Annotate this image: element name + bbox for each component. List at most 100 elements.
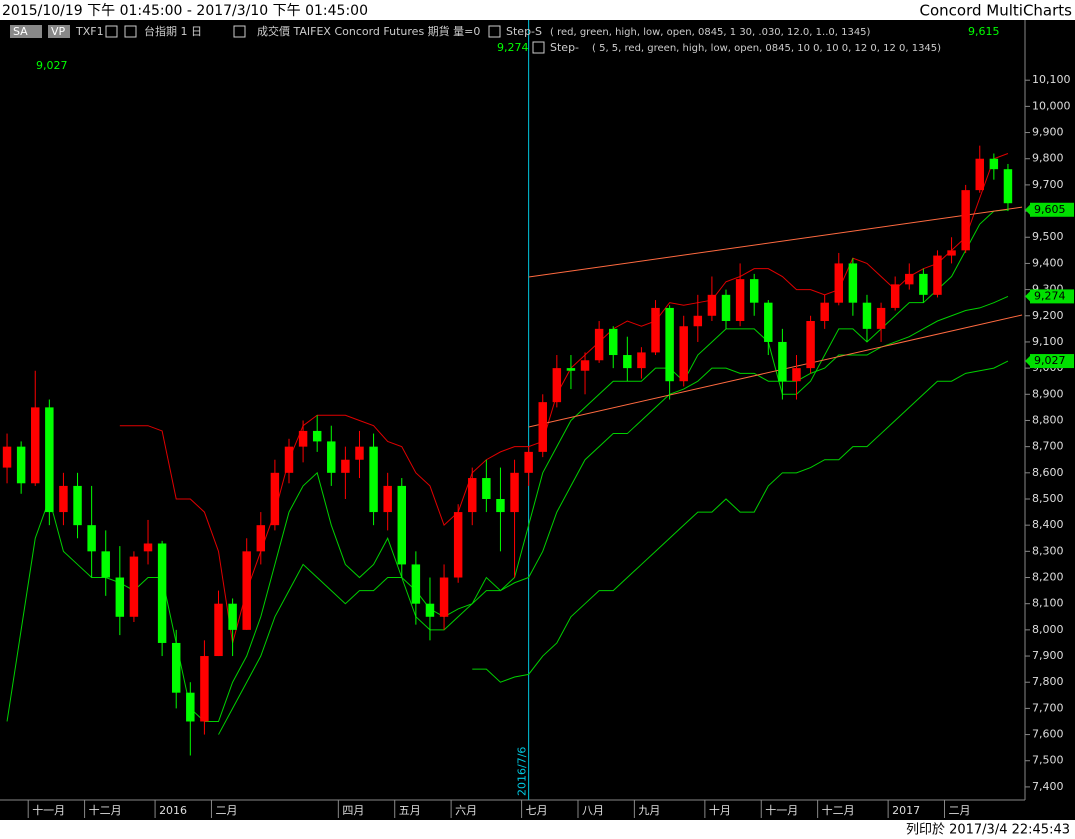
x-tick-label: 2017 — [892, 804, 920, 817]
candle-body — [538, 402, 547, 452]
candle-body — [933, 255, 942, 295]
x-tick-label: 六月 — [455, 804, 477, 817]
candle-body — [735, 279, 745, 322]
x-tick-label: 九月 — [638, 804, 660, 817]
y-tick-label: 9,400 — [1032, 256, 1064, 269]
indicator-value: 9,615 — [968, 25, 1000, 38]
candle-body — [651, 307, 660, 353]
candle-body — [31, 407, 40, 484]
candle-body — [848, 263, 858, 303]
price-label-box — [1030, 202, 1074, 217]
y-tick-label: 9,500 — [1032, 230, 1064, 243]
candle-body — [87, 525, 96, 552]
y-tick-label: 8,200 — [1032, 571, 1064, 584]
candle-body — [552, 368, 562, 403]
toolbar-text: ( red, green, high, low, open, 0845, 1 3… — [550, 27, 871, 38]
candle-body — [270, 472, 280, 526]
candle-body — [566, 368, 576, 371]
toolbar-text: 台指期 1 日 — [144, 24, 202, 38]
x-tick-label: 十一月 — [765, 803, 798, 817]
candle-body — [383, 485, 392, 513]
toggle[interactable] — [124, 25, 137, 38]
header-title: 2015/10/19 下午 01:45:00 - 2017/3/10 下午 01… — [2, 3, 368, 19]
toolbar-text: SA — [13, 25, 28, 38]
price-label: 9,027 — [1034, 354, 1066, 367]
indicator-value: 9,274 — [497, 41, 529, 54]
candle-body — [228, 603, 237, 630]
candle-body — [947, 250, 956, 256]
button[interactable] — [10, 25, 42, 38]
y-tick-label: 7,400 — [1032, 780, 1064, 793]
date-marker-label: 2016/7/6 — [516, 747, 529, 796]
x-tick-label: 七月 — [526, 804, 548, 817]
y-tick-label: 9,100 — [1032, 335, 1064, 348]
title-bar — [0, 0, 1075, 20]
toggle[interactable] — [105, 25, 118, 38]
candle-body — [453, 512, 463, 578]
candle-body — [129, 556, 139, 617]
candle-body — [764, 302, 773, 342]
y-tick-label: 8,300 — [1032, 544, 1064, 557]
x-tick-label: 十一月 — [32, 803, 65, 817]
print-time: 列印於 2017/3/4 22:45:43 — [906, 822, 1070, 838]
toolbar-text: 成交價 TAIFEX Concord Futures 期貨 量=0 — [257, 24, 480, 38]
candle-body — [637, 352, 646, 369]
candle-body — [468, 478, 477, 513]
candle-body — [961, 190, 970, 251]
candle-body — [45, 407, 54, 513]
candle-body — [397, 485, 406, 565]
button[interactable] — [48, 25, 70, 38]
x-tick-label: 2016 — [159, 804, 187, 817]
candle-body — [905, 273, 914, 285]
x-tick-label: 十月 — [709, 803, 731, 817]
toggle[interactable] — [488, 25, 501, 38]
trend-line — [528, 206, 1023, 278]
price-label-arrow — [1025, 356, 1030, 367]
candle-body — [1003, 169, 1013, 204]
y-tick-label: 7,900 — [1032, 649, 1064, 662]
x-tick-label: 二月 — [215, 804, 237, 817]
y-tick-label: 8,400 — [1032, 518, 1064, 531]
candle-body — [186, 692, 195, 722]
candle-body — [16, 446, 26, 484]
toolbar-text: Step- — [550, 41, 579, 54]
y-tick-label: 8,800 — [1032, 413, 1064, 426]
toggle[interactable] — [233, 25, 246, 38]
candle-body — [594, 328, 604, 361]
candle-body — [778, 341, 787, 382]
candle-body — [425, 603, 435, 617]
candle-body — [679, 326, 688, 382]
candle-body — [482, 478, 491, 499]
plot-bg — [0, 20, 1075, 820]
candle-body — [862, 302, 872, 329]
price-label-box — [1030, 289, 1074, 304]
indicator-line — [119, 153, 1009, 644]
trend-line — [528, 314, 1023, 428]
x-tick-label: 八月 — [582, 804, 604, 817]
x-tick-label: 五月 — [399, 804, 421, 817]
y-tick-label: 9,900 — [1032, 126, 1064, 139]
candle-body — [284, 446, 294, 473]
candle-body — [256, 525, 266, 552]
candle-body — [609, 328, 618, 356]
y-tick-label: 10,100 — [1032, 73, 1071, 86]
y-tick-label: 9,700 — [1032, 178, 1064, 191]
candle-body — [200, 656, 209, 722]
candle-body — [665, 307, 674, 382]
toolbar: SA VP TXF1 台指期 1 日 成交價 TAIFEX Concord Fu… — [10, 24, 1000, 72]
toolbar-text: TXF1 — [75, 25, 104, 38]
x-tick-label: 二月 — [949, 804, 971, 817]
candle-body — [73, 485, 82, 526]
candle-body — [242, 551, 251, 630]
candle-body — [59, 485, 68, 513]
toggle[interactable] — [532, 41, 545, 54]
y-tick-label: 7,700 — [1032, 701, 1064, 714]
indicator-line — [218, 295, 1009, 735]
y-tick-label: 7,500 — [1032, 754, 1064, 767]
candle-body — [989, 158, 999, 170]
candle-body — [115, 577, 125, 617]
candle-body — [327, 441, 336, 473]
candle-body — [792, 368, 801, 382]
candle-body — [496, 498, 505, 513]
x-tick-label: 四月 — [342, 804, 364, 817]
